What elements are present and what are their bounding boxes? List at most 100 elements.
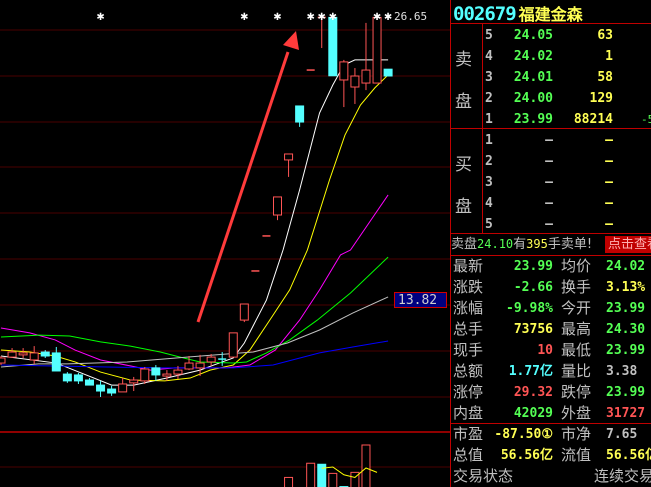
stat-value: 23.99: [513, 259, 553, 274]
candle-body: [173, 369, 183, 375]
stat-value: 10: [537, 343, 553, 358]
stat-label: 涨停: [453, 383, 484, 401]
candle-body: [0, 357, 6, 364]
large-order-notice: 卖盘24.10有395手卖单! 点击查看: [451, 235, 651, 254]
stat-label: 最新: [453, 257, 484, 275]
stat-label: 最低: [561, 341, 592, 359]
volume: —: [605, 154, 613, 169]
level: 4: [485, 49, 493, 64]
candle: [361, 22, 371, 91]
sell-row[interactable]: 4 24.02 1: [451, 46, 651, 67]
ma5-line: [0, 59, 389, 386]
star-icon: ✱: [329, 12, 337, 23]
buy-row[interactable]: 2 — —: [451, 151, 651, 172]
candle: [162, 370, 172, 381]
buy-row[interactable]: 1 — —: [451, 130, 651, 151]
stat-value: -9.98%: [506, 301, 553, 316]
stat-value: 31727: [606, 406, 646, 421]
candle-body: [239, 303, 249, 321]
candle-body: [151, 367, 161, 376]
stat-value: 42029: [513, 406, 553, 421]
candle: [317, 16, 326, 49]
candle-body: [195, 362, 205, 369]
candle: [151, 365, 161, 381]
stat-value: 73756: [513, 322, 553, 337]
level: 2: [485, 154, 493, 169]
volume-bars: [284, 444, 378, 487]
stat-label: 市净: [561, 425, 592, 443]
sell-row[interactable]: 5 24.05 63: [451, 25, 651, 46]
level: 5: [485, 28, 493, 43]
candle: [339, 59, 349, 108]
level: 1: [485, 133, 493, 148]
price: 24.00: [513, 91, 553, 106]
stat-row: 最新 23.99 均价 24.02: [451, 256, 651, 277]
sell-row[interactable]: 1 23.99 88214 -5: [451, 109, 651, 130]
volume-bar: [350, 471, 360, 487]
candle-body: [339, 61, 349, 81]
ma20-line: [0, 194, 389, 371]
trend-arrow: [196, 31, 299, 323]
stat-label: 总值: [453, 446, 484, 464]
volume-ma-line: [321, 466, 378, 478]
star-icon: ✱: [318, 12, 326, 23]
candle: [372, 16, 382, 84]
kline-chart[interactable]: ✱ ✱ ✱ ✱ ✱ ✱ ✱ ✱: [0, 0, 450, 487]
candle-body: [29, 352, 39, 361]
candle: [383, 68, 393, 77]
buy-row[interactable]: 4 — —: [451, 193, 651, 214]
sell-row[interactable]: 2 24.00 129: [451, 88, 651, 109]
stat-row: 涨幅 -9.98% 今开 23.99: [451, 298, 651, 319]
level: 3: [485, 70, 493, 85]
view-details-button[interactable]: 点击查看: [605, 236, 651, 253]
buy-row[interactable]: 5 — —: [451, 214, 651, 235]
stat-value: -87.50①: [494, 427, 553, 442]
candle: [195, 354, 205, 377]
candle: [62, 372, 72, 383]
candle: [239, 303, 249, 323]
candle: [118, 378, 128, 393]
candle-body: [51, 352, 61, 372]
stat-label: 流值: [561, 446, 592, 464]
ma10-line: [0, 74, 389, 382]
stat-label: 涨跌: [453, 278, 484, 296]
stat-value: 23.99: [606, 301, 646, 316]
volume-bar: [361, 444, 371, 487]
volume: —: [605, 196, 613, 211]
star-icon: ✱: [240, 12, 248, 23]
star-icon: ✱: [96, 12, 104, 23]
volume: 63: [597, 28, 613, 43]
candle: [295, 105, 305, 127]
volume: —: [605, 217, 613, 232]
candle-body: [96, 384, 106, 392]
candle-body: [295, 105, 305, 123]
stock-code: 002679: [453, 3, 517, 25]
candle-body: [228, 332, 238, 358]
candle: [173, 365, 183, 379]
volume: 129: [589, 91, 613, 106]
price: —: [545, 175, 553, 190]
stat-label: 市盈: [453, 425, 484, 443]
buy-row[interactable]: 3 — —: [451, 172, 651, 193]
price: —: [545, 217, 553, 232]
candle-body: [129, 379, 139, 384]
candle: [206, 354, 216, 366]
candle-body: [383, 68, 393, 77]
stat-value: 3.38: [606, 364, 638, 379]
chart-grid: [0, 29, 450, 468]
level: 3: [485, 175, 493, 190]
candle: [184, 356, 194, 371]
candle-body: [350, 75, 360, 88]
stat-row: 市盈 -87.50① 市净 7.65: [451, 424, 651, 445]
sell-row[interactable]: 3 24.01 58: [451, 67, 651, 88]
star-icon: ✱: [273, 12, 281, 23]
signal-marks: ✱ ✱ ✱ ✱ ✱ ✱ ✱ ✱: [96, 12, 392, 23]
candle-body: [184, 362, 194, 370]
stat-label: 总手: [453, 320, 484, 338]
stat-label: 内盘: [453, 404, 484, 422]
buy-label-2: 盘: [455, 197, 472, 217]
volume: —: [605, 133, 613, 148]
candle: [140, 367, 150, 384]
price: 24.02: [513, 49, 553, 64]
